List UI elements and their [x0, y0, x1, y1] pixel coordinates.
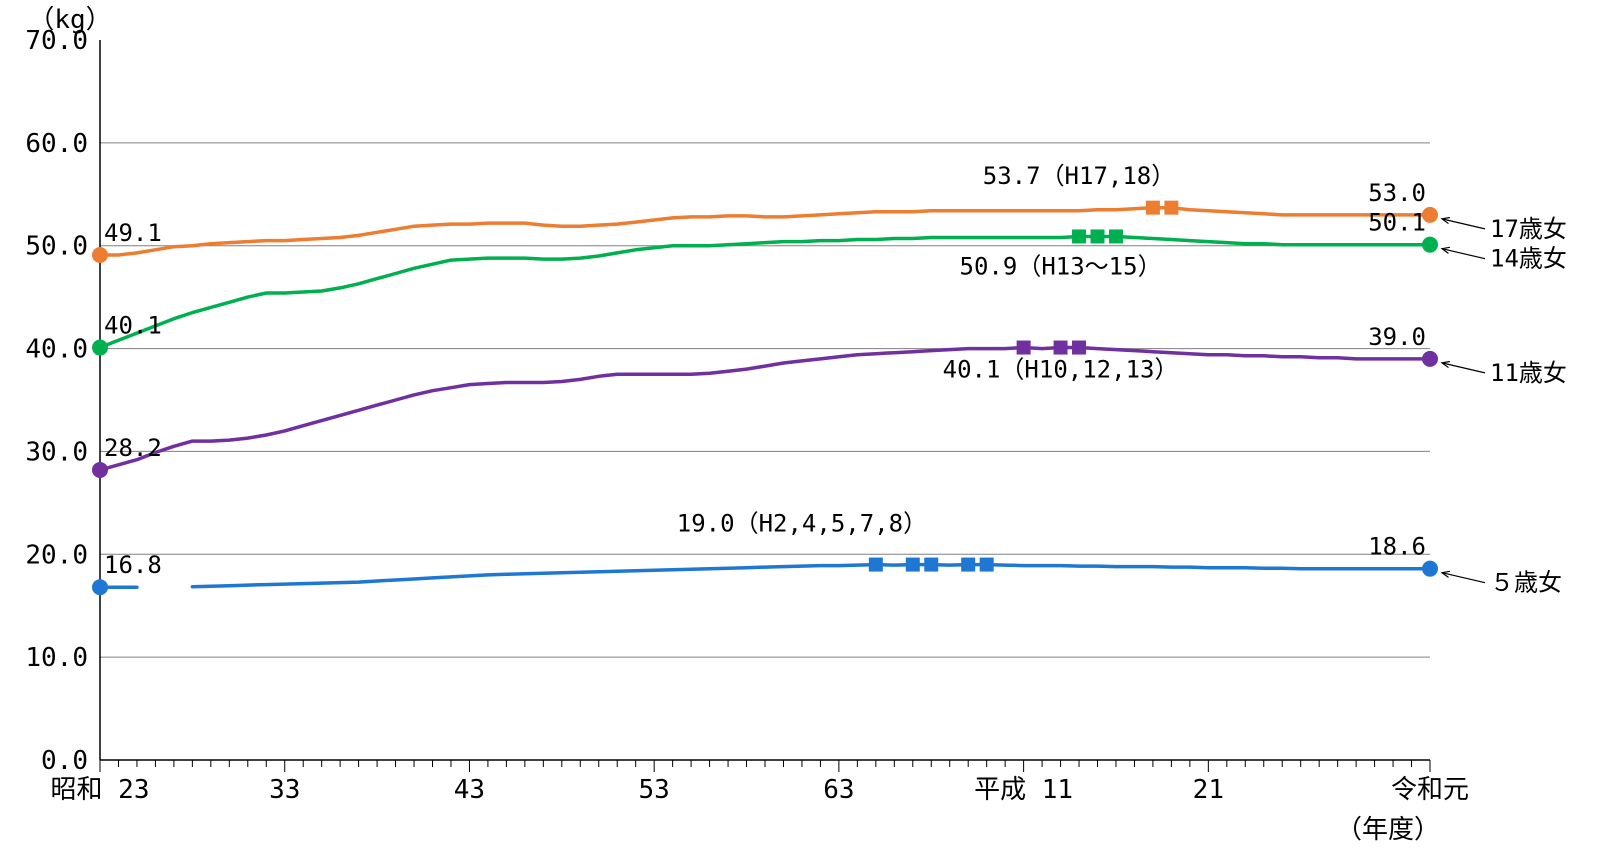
- peak-marker-age11f: [1054, 341, 1068, 355]
- chart-container: 0.010.020.030.040.050.060.070.0昭和 233343…: [0, 0, 1600, 852]
- series-label-age11f: 11歳女: [1490, 359, 1567, 387]
- x-tick-label: 53: [639, 775, 670, 805]
- end-label-age11f: 39.0: [1368, 323, 1426, 351]
- peak-marker-age11f: [1072, 341, 1086, 355]
- peak-label-age5f: 19.0（H2,4,5,7,8）: [677, 510, 927, 538]
- x-tick-label: 33: [269, 775, 300, 805]
- peak-marker-age5f: [980, 558, 994, 572]
- start-marker-age11f: [92, 462, 108, 478]
- line-chart: 0.010.020.030.040.050.060.070.0昭和 233343…: [0, 0, 1600, 852]
- end-marker-age11f: [1422, 351, 1438, 367]
- x-tick-label: 21: [1193, 775, 1224, 805]
- y-tick-label: 40.0: [25, 335, 88, 365]
- start-marker-age5f: [92, 579, 108, 595]
- series-label-age14f: 14歳女: [1490, 245, 1567, 273]
- start-label-age17f: 49.1: [104, 219, 162, 247]
- start-marker-age14f: [92, 340, 108, 356]
- y-tick-label: 30.0: [25, 437, 88, 467]
- x-tick-label: 昭和 23: [51, 775, 150, 805]
- end-marker-age14f: [1422, 237, 1438, 253]
- peak-label-age17f: 53.7（H17,18）: [983, 162, 1176, 190]
- x-tick-label: 63: [823, 775, 854, 805]
- y-tick-label: 50.0: [25, 232, 88, 262]
- y-tick-label: 60.0: [25, 129, 88, 159]
- start-label-age5f: 16.8: [104, 551, 162, 579]
- peak-marker-age5f: [961, 558, 975, 572]
- y-tick-label: 0.0: [41, 746, 88, 776]
- series-label-age5f: ５歳女: [1490, 569, 1562, 597]
- start-label-age14f: 40.1: [104, 312, 162, 340]
- peak-marker-age14f: [1072, 229, 1086, 243]
- peak-marker-age14f: [1109, 229, 1123, 243]
- x-tick-label: 令和元: [1391, 775, 1469, 805]
- end-label-age14f: 50.1: [1368, 209, 1426, 237]
- peak-marker-age5f: [906, 558, 920, 572]
- peak-marker-age17f: [1164, 201, 1178, 215]
- series-label-age17f: 17歳女: [1490, 215, 1567, 243]
- end-label-age5f: 18.6: [1368, 533, 1426, 561]
- peak-marker-age5f: [869, 558, 883, 572]
- y-tick-label: 20.0: [25, 540, 88, 570]
- peak-marker-age17f: [1146, 201, 1160, 215]
- peak-label-age11f: 40.1（H10,12,13）: [943, 355, 1179, 383]
- peak-marker-age14f: [1091, 229, 1105, 243]
- x-tick-label: 平成 11: [974, 775, 1073, 805]
- peak-marker-age5f: [924, 558, 938, 572]
- x-axis-unit: （年度）: [1336, 815, 1440, 845]
- y-tick-label: 10.0: [25, 643, 88, 673]
- start-label-age11f: 28.2: [104, 434, 162, 462]
- peak-label-age14f: 50.9（H13～15）: [960, 253, 1162, 281]
- start-marker-age17f: [92, 247, 108, 263]
- x-tick-label: 43: [454, 775, 485, 805]
- end-marker-age5f: [1422, 561, 1438, 577]
- end-label-age17f: 53.0: [1368, 179, 1426, 207]
- peak-marker-age11f: [1017, 341, 1031, 355]
- y-axis-unit: （kg）: [28, 5, 111, 35]
